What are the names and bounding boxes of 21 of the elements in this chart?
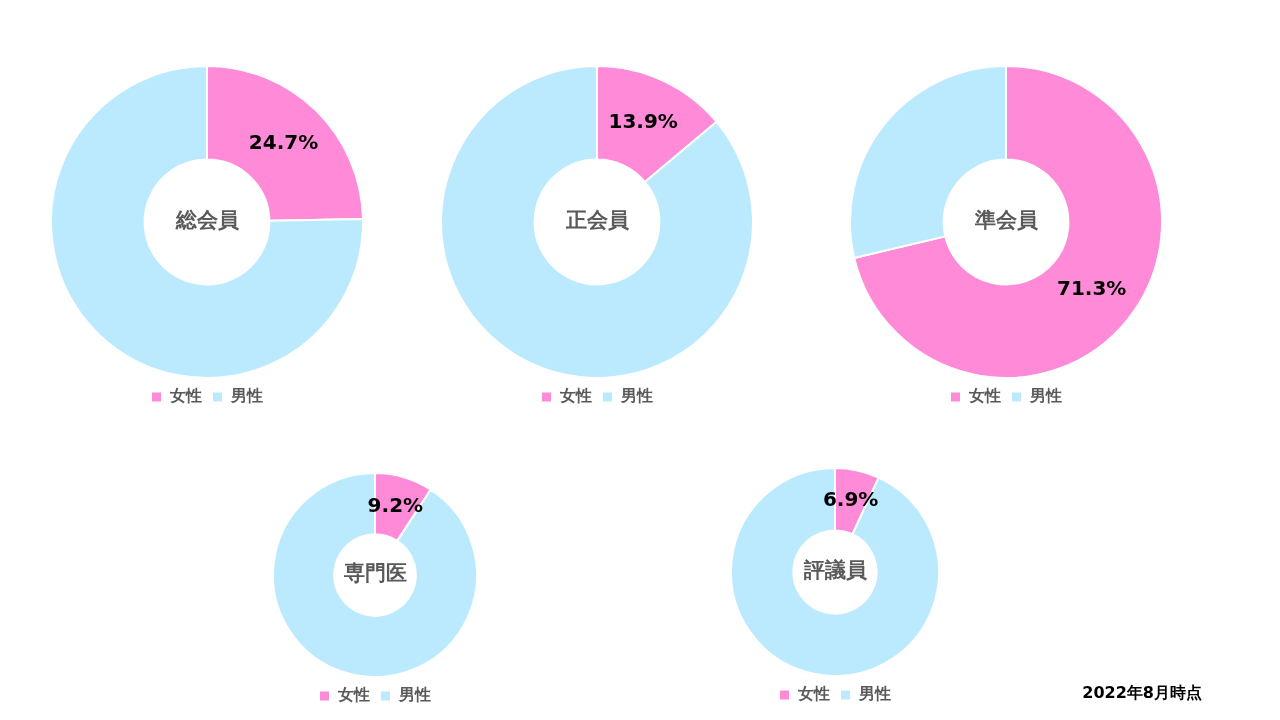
legend-label: 男性 (398, 685, 431, 705)
legend-label: 女性 (968, 386, 1001, 406)
text: 総会員 (174, 208, 239, 233)
legend-label: 男性 (1029, 386, 1062, 406)
data-label: 9.2% (367, 492, 424, 517)
legend-label: 女性 (797, 684, 830, 704)
text: 評議員 (802, 558, 867, 583)
text: 専門医 (342, 561, 407, 586)
legend-label: 女性 (169, 386, 202, 406)
data-label: 71.3% (1056, 275, 1127, 300)
legend-label: 男性 (620, 386, 653, 406)
data-label: 6.9% (822, 487, 879, 512)
data-label: 24.7% (248, 130, 319, 155)
legend-label: 男性 (858, 684, 891, 704)
text: 準会員 (973, 208, 1038, 233)
data-label: 13.9% (608, 109, 678, 134)
legend-label: 女性 (559, 386, 592, 406)
text: 正会員 (564, 208, 629, 233)
legend-label: 男性 (230, 386, 263, 406)
legend-label: 女性 (337, 685, 370, 705)
text: 2022年8月時点 (1082, 683, 1202, 704)
